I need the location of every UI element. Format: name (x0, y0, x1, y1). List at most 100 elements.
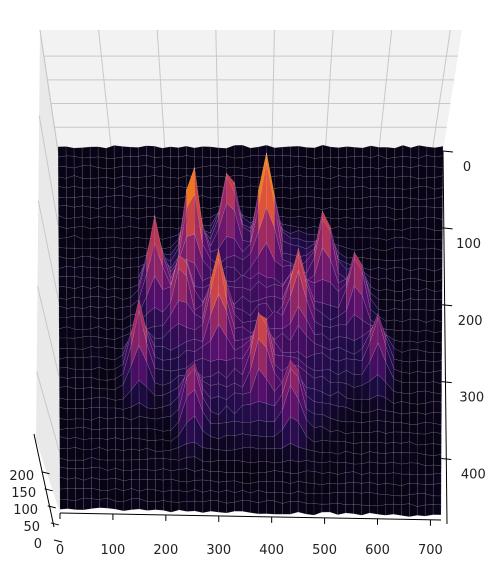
surface-patch (82, 266, 91, 279)
surface-patch (122, 297, 131, 308)
surface-patch (433, 341, 443, 353)
surface-patch (425, 340, 435, 353)
surface-patch (178, 490, 188, 503)
surface-patch (162, 237, 171, 249)
surface-patch (106, 217, 115, 230)
surface-patch (58, 337, 68, 350)
surface-patch (393, 462, 402, 475)
surface-patch (417, 360, 427, 374)
surface-patch (202, 195, 211, 209)
surface-patch (432, 504, 442, 516)
surface-patch (434, 230, 443, 241)
surface-patch (354, 237, 363, 251)
surface-patch (290, 459, 299, 474)
y-tick-label: 0 (463, 160, 471, 175)
surface-patch (361, 482, 370, 494)
surface-patch (361, 472, 370, 484)
surface-patch (258, 448, 267, 463)
surface-patch (138, 448, 148, 461)
surface-patch (123, 470, 132, 481)
surface-patch (83, 426, 92, 440)
surface-patch (425, 299, 435, 311)
surface-patch (353, 453, 362, 465)
surface-patch (402, 188, 411, 199)
surface-patch (424, 504, 434, 517)
surface-patch (250, 461, 259, 474)
surface-patch (98, 258, 107, 269)
surface-patch (226, 459, 235, 473)
surface-patch (75, 399, 84, 410)
surface-patch (353, 492, 362, 506)
surface-patch (266, 403, 275, 422)
surface-patch (114, 417, 124, 430)
surface-patch (66, 205, 75, 220)
surface-patch (282, 187, 291, 200)
surface-patch (106, 236, 115, 249)
x-tick-label: 700 (418, 543, 443, 558)
surface-patch (218, 500, 227, 514)
surface-patch (115, 488, 124, 502)
surface-patch (98, 186, 107, 199)
surface-patch (393, 472, 402, 486)
surface-patch (418, 227, 427, 240)
surface-patch (250, 472, 259, 484)
surface-patch (377, 409, 386, 422)
surface-patch (306, 167, 315, 178)
surface-patch (115, 437, 124, 451)
surface-patch (266, 461, 275, 473)
surface-patch (105, 167, 115, 179)
surface-patch (234, 447, 243, 462)
surface-patch (313, 352, 323, 371)
surface-patch (66, 357, 76, 370)
surface-patch (170, 197, 179, 208)
surface-patch (433, 454, 442, 466)
surface-patch (67, 468, 76, 480)
surface-patch (90, 387, 100, 399)
surface-patch (353, 385, 363, 400)
surface-patch (369, 492, 378, 507)
surface-patch (386, 146, 396, 159)
surface-patch (353, 442, 363, 455)
surface-patch (369, 451, 378, 464)
surface-patch (345, 462, 354, 473)
surface-patch (369, 461, 378, 475)
surface-patch (106, 187, 115, 197)
surface-patch (74, 205, 83, 219)
surface-patch (385, 442, 394, 454)
surface-patch (410, 227, 419, 241)
surface-patch (345, 481, 355, 493)
surface-patch (202, 175, 211, 188)
surface-patch (234, 459, 243, 473)
surface-patch (433, 319, 443, 333)
surface-patch (426, 166, 436, 179)
surface-patch (170, 356, 180, 372)
surface-patch (178, 155, 187, 169)
x-axis-ticks: 0 100 200 300 400 500 600 700 (56, 513, 443, 558)
surface-patch (178, 145, 187, 158)
surface-patch (210, 146, 219, 158)
surface-patch (322, 188, 331, 199)
surface-patch (258, 471, 267, 482)
surface-patch (178, 501, 188, 512)
surface-patch (210, 383, 219, 399)
surface-patch (425, 454, 434, 466)
surface-patch (122, 215, 131, 228)
surface-patch (433, 351, 443, 363)
surface-patch (107, 437, 116, 451)
back-wall-gridline (156, 29, 166, 152)
surface-patch (361, 398, 371, 413)
surface-patch (321, 503, 331, 513)
surface-patch (314, 196, 323, 210)
surface-patch (433, 431, 442, 445)
surface-patch (426, 238, 435, 250)
surface-patch (106, 368, 116, 381)
surface-patch (146, 187, 155, 198)
surface-patch (282, 196, 291, 210)
surface-patch (377, 394, 387, 411)
surface-patch (417, 474, 426, 485)
surface-patch (322, 279, 331, 306)
surface-patch (66, 247, 75, 259)
surface-patch (122, 247, 131, 260)
surface-patch (401, 503, 410, 517)
surface-patch (425, 464, 434, 475)
